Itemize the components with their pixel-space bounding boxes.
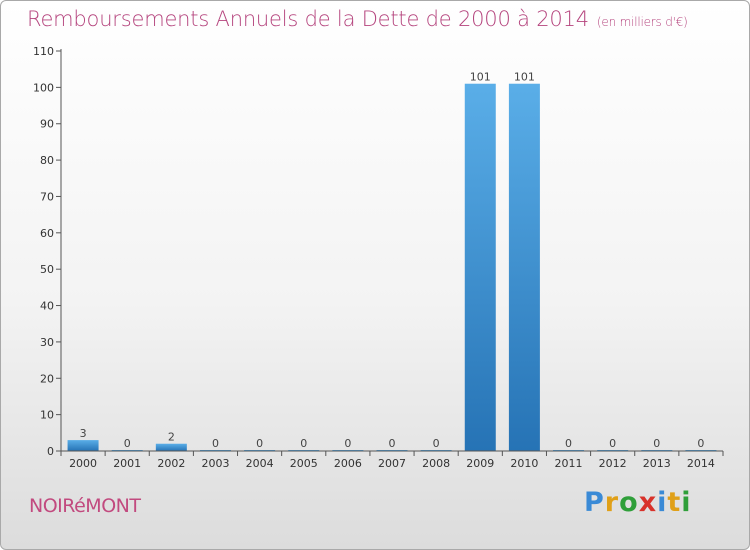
bar-2000 <box>67 440 99 451</box>
logo-letter: o <box>619 487 639 518</box>
data-label: 0 <box>212 437 219 450</box>
commune-name: NOIRéMONT <box>29 495 141 517</box>
data-label: 0 <box>124 437 131 450</box>
x-tick-label: 2003 <box>201 457 229 470</box>
logo-letter: r <box>604 487 620 518</box>
chart-subtitle: (en milliers d'€) <box>596 15 688 29</box>
chart-title: Remboursements Annuels de la Dette de 20… <box>27 7 688 31</box>
x-tick-label: 2014 <box>687 457 715 470</box>
data-label: 0 <box>697 437 704 450</box>
y-tick-label: 0 <box>47 445 54 458</box>
data-label: 0 <box>300 437 307 450</box>
data-label: 0 <box>565 437 572 450</box>
x-tick-label: 2004 <box>246 457 274 470</box>
y-tick-label: 100 <box>33 81 54 94</box>
data-label: 0 <box>609 437 616 450</box>
x-tick-label: 2002 <box>157 457 185 470</box>
x-tick-label: 2005 <box>290 457 318 470</box>
y-tick-label: 80 <box>40 154 54 167</box>
x-tick-label: 2012 <box>599 457 627 470</box>
bar-2002 <box>155 443 187 451</box>
data-label: 0 <box>653 437 660 450</box>
logo-letter: i <box>681 487 692 518</box>
bar-2009 <box>464 83 496 452</box>
logo-letter: P <box>584 487 605 518</box>
logo-letter: x <box>638 487 658 518</box>
x-tick-label: 2007 <box>378 457 406 470</box>
x-tick-label: 2011 <box>555 457 583 470</box>
x-tick-label: 2008 <box>422 457 450 470</box>
data-label: 0 <box>389 437 396 450</box>
bar-2010 <box>508 83 540 452</box>
data-label: 0 <box>433 437 440 450</box>
x-tick-label: 2001 <box>113 457 141 470</box>
x-tick-label: 2009 <box>466 457 494 470</box>
data-label: 101 <box>470 71 491 84</box>
title-text: Remboursements Annuels de la Dette de 20… <box>27 7 589 31</box>
y-tick-label: 20 <box>40 372 54 385</box>
logo-letter: i <box>657 487 668 518</box>
x-tick-label: 2013 <box>643 457 671 470</box>
x-tick-label: 2000 <box>69 457 97 470</box>
y-tick-label: 30 <box>40 336 54 349</box>
data-label: 0 <box>256 437 263 450</box>
logo-letter: t <box>667 487 682 518</box>
y-tick-label: 40 <box>40 300 54 313</box>
proxiti-logo: Proxiti <box>584 487 692 518</box>
y-tick-label: 70 <box>40 190 54 203</box>
x-tick-label: 2006 <box>334 457 362 470</box>
y-tick-label: 10 <box>40 409 54 422</box>
y-tick-label: 50 <box>40 263 54 276</box>
data-label: 3 <box>80 427 87 440</box>
y-tick-label: 60 <box>40 227 54 240</box>
data-label: 2 <box>168 431 175 444</box>
y-tick-label: 110 <box>33 45 54 58</box>
data-label: 101 <box>514 71 535 84</box>
y-tick-label: 90 <box>40 118 54 131</box>
data-label: 0 <box>344 437 351 450</box>
x-tick-label: 2010 <box>510 457 538 470</box>
